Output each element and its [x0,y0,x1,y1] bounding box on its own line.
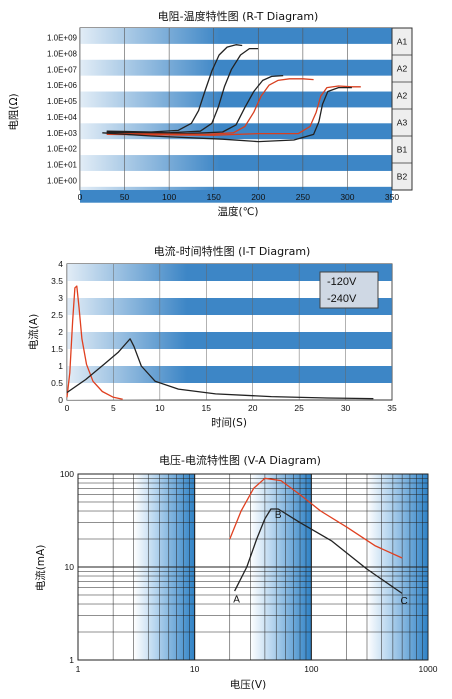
it-diagram: 电流-时间特性图 (I-T Diagram) 0 0.5 1 1.5 2 2.5 3 3.5 4… [27,244,397,429]
rt-series-line [106,85,361,136]
rt-y-tick: 1.0E+04 [47,113,78,122]
va-point-label: B [275,510,282,521]
it-y-tick: 2.5 [51,310,63,320]
it-y-tick: 0.5 [51,378,63,388]
it-y-tick: 4 [58,259,63,269]
rt-y-tick: 1.0E+06 [47,81,78,90]
rt-title: 电阻-温度特性图 (R-T Diagram) [158,9,319,23]
va-x-tick: 1000 [419,664,438,674]
rt-y-tick: 1.0E+08 [47,49,78,58]
rt-x-tick: 300 [340,192,354,202]
it-x-tick: 5 [111,403,116,413]
rt-side-label: A2 [397,64,408,74]
it-legend-240v: -240V [327,293,357,305]
rt-y-label: 电阻(Ω) [7,93,20,130]
va-point-label: C [401,596,408,607]
it-legend-box [319,271,379,309]
rt-series-line [106,74,284,135]
it-series-line [66,338,374,400]
it-series-line [66,285,123,400]
rt-y-tick: 1.0E+02 [47,145,78,154]
va-y-label: 电流(mA) [34,545,47,592]
rt-side-label: A1 [397,37,408,47]
va-series-line [234,508,403,594]
it-x-tick: 0 [65,403,70,413]
it-y-tick: 1 [58,361,63,371]
rt-x-tick: 0 [78,192,83,202]
rt-series-line [106,78,314,136]
rt-x-tick: 250 [296,192,310,202]
rt-side-label: A3 [397,118,408,128]
it-y-tick: 2 [58,327,63,337]
rt-y-tick: 1.0E+01 [47,161,78,170]
rt-x-tick: 50 [120,192,130,202]
it-legend-120v: -120V [327,276,357,288]
it-x-tick: 30 [341,403,351,413]
rt-x-tick: 200 [251,192,265,202]
it-band-fade [67,264,187,400]
va-y-tick: 1 [69,655,74,665]
rt-diagram: 电阻-温度特性图 (R-T Diagram) A1 A2 A2 A3 B1 B2 1.0E… [7,9,413,218]
rt-y-tick: 1.0E+05 [47,97,78,106]
it-x-tick: 10 [155,403,165,413]
rt-side-label: A2 [397,91,408,101]
rt-band [80,186,392,203]
it-x-tick: 25 [294,403,304,413]
va-diagram: 电压-电流特性图 (V-A Diagram) A B C 1 10 100 1 10 100 1… [34,453,438,691]
it-x-label: 时间(S) [211,416,247,429]
rt-series-line [106,47,259,134]
it-y-tick: 3 [58,293,63,303]
it-y-tick: 0 [58,395,63,405]
va-y-tick: 100 [60,469,74,479]
rt-y-tick: 1.0E+00 [47,176,78,185]
rt-band-fade [80,28,220,190]
rt-x-label: 温度(℃) [218,205,259,218]
va-x-tick: 100 [304,664,318,674]
rt-y-tick: 1.0E+07 [47,65,78,74]
it-x-tick: 35 [387,403,397,413]
va-series-line [229,477,403,559]
it-y-tick: 1.5 [51,344,63,354]
va-point-label: A [233,594,240,605]
it-y-label: 电流(A) [27,314,40,350]
va-x-tick: 1 [76,664,81,674]
rt-side-label: B1 [397,145,408,155]
va-y-tick: 10 [65,562,75,572]
rt-x-tick: 150 [207,192,221,202]
va-x-tick: 10 [190,664,200,674]
it-x-tick: 20 [248,403,258,413]
it-y-tick: 3.5 [51,276,63,286]
it-title: 电流-时间特性图 (I-T Diagram) [154,244,311,258]
rt-y-tick: 1.0E+03 [47,129,78,138]
rt-series-line [106,44,243,133]
rt-x-tick: 100 [162,192,176,202]
it-x-tick: 15 [202,403,212,413]
rt-y-tick: 1.0E+09 [47,34,78,43]
rt-x-tick: 350 [385,192,399,202]
va-x-label: 电压(V) [230,678,266,691]
va-title: 电压-电流特性图 (V-A Diagram) [159,453,321,467]
rt-side-label: B2 [397,172,408,182]
rt-series-line [102,86,352,143]
